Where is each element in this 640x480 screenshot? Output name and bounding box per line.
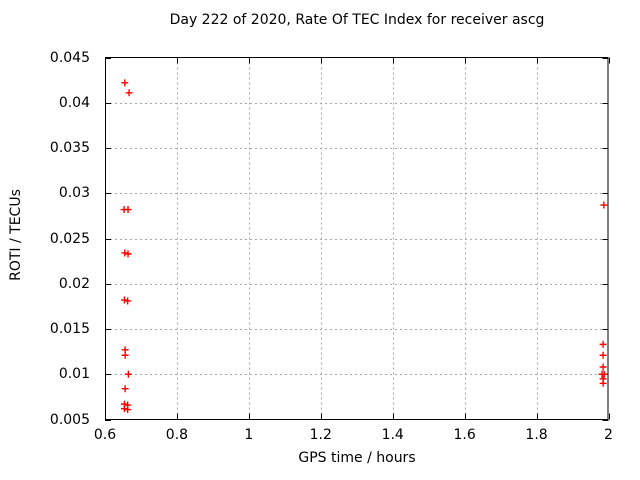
- x-tick-label: 1.6: [453, 427, 476, 443]
- plot-border: [105, 57, 609, 420]
- data-point-marker: [600, 201, 608, 209]
- x-tick-label: 1.8: [525, 427, 548, 443]
- x-tick-label: 1: [244, 427, 254, 443]
- y-tick-label: 0.01: [58, 366, 90, 383]
- y-tick-label: 0.005: [49, 411, 90, 428]
- data-point-marker: [125, 89, 133, 97]
- y-tick-label: 0.04: [58, 94, 90, 111]
- y-tick-label: 0.02: [58, 275, 90, 292]
- data-point-marker: [124, 406, 132, 414]
- data-point-marker: [124, 370, 132, 378]
- x-tick-label: 1.2: [309, 427, 332, 443]
- data-point-marker: [600, 370, 608, 378]
- y-tick-label: 0.035: [49, 140, 90, 156]
- data-point-marker: [599, 340, 607, 348]
- x-axis-label: GPS time / hours: [298, 450, 416, 466]
- data-point-marker: [124, 206, 132, 214]
- x-tick-label: 2: [604, 427, 613, 443]
- data-point-marker: [599, 351, 607, 359]
- x-tick-label: 0.8: [165, 427, 189, 443]
- y-tick-label: 0.025: [49, 230, 90, 247]
- data-point-marker: [121, 249, 129, 257]
- data-point-marker: [124, 297, 132, 305]
- data-point-marker: [121, 385, 129, 393]
- data-point-marker: [121, 79, 129, 87]
- y-tick-label: 0.03: [58, 185, 90, 202]
- data-point-marker: [120, 405, 128, 413]
- data-point-marker: [121, 351, 129, 359]
- chart-title: Day 222 of 2020, Rate Of TEC Index for r…: [169, 12, 545, 28]
- data-point-marker: [124, 250, 132, 258]
- x-tick-label: 1.4: [381, 427, 404, 443]
- y-tick-label: 0.045: [49, 49, 90, 66]
- x-tick-label: 0.6: [93, 427, 117, 443]
- data-point-marker: [599, 363, 607, 371]
- data-point-marker: [599, 379, 607, 387]
- data-point-marker: [120, 296, 128, 304]
- y-tick-label: 0.015: [49, 321, 90, 337]
